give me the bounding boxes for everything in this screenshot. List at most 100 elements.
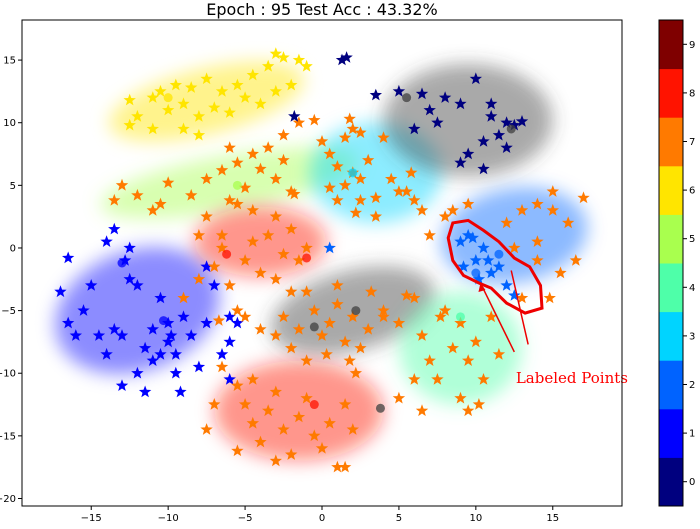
labeled-point-star (508, 289, 521, 301)
labeled-point-star (262, 141, 275, 153)
labeled-point-star (454, 316, 467, 329)
labeled-point-star (320, 347, 333, 360)
labeled-point-star (62, 316, 75, 329)
labeled-point-star (308, 304, 321, 316)
labeled-point-star (292, 322, 306, 335)
labeled-point-star (185, 188, 198, 201)
labeled-point-star (577, 191, 590, 204)
labeled-point-star (338, 398, 352, 410)
labeled-point-star (462, 228, 475, 241)
y-tick-label: 0 (10, 243, 16, 254)
labeled-point-star (346, 423, 359, 435)
labeled-point-star (138, 341, 152, 354)
colorbar-segment (659, 68, 683, 118)
labeled-point-star (254, 435, 267, 448)
labeled-point-star (223, 106, 236, 118)
labeled-point-star (54, 285, 67, 298)
chart-title: Epoch : 95 Test Acc : 43.32% (206, 0, 437, 19)
colorbar-frame (658, 19, 684, 507)
labeled-point-star (277, 128, 290, 141)
labeled-point-star (331, 460, 344, 473)
labeled-point-star (146, 354, 159, 366)
labeled-point-star (215, 360, 229, 373)
x-tick-label: 10 (469, 513, 482, 524)
labeled-point-star (446, 203, 459, 216)
labeled-point-star (346, 310, 359, 323)
labeled-point-star (262, 59, 275, 72)
cluster-center-dot (159, 316, 169, 326)
labeled-point-star (177, 291, 190, 304)
y-tick-label: 10 (3, 118, 16, 129)
y-tick-label: −10 (0, 369, 16, 380)
labeled-point-star (288, 109, 301, 122)
labeled-point-star (165, 329, 178, 341)
colorbar-tick-label: 7 (689, 137, 695, 148)
labeled-point-star (323, 147, 336, 160)
labeled-point-star (408, 373, 421, 385)
colorbar-tick-label: 1 (689, 429, 695, 440)
labeled-point-star (269, 47, 282, 60)
labeled-point-star (446, 341, 459, 354)
labeled-point-star (392, 185, 406, 197)
labeled-point-star (223, 141, 236, 153)
labeled-point-star (185, 329, 198, 341)
colorbar-segment (659, 408, 683, 458)
labeled-point-star (515, 203, 529, 216)
labeled-point-star (212, 314, 226, 326)
labeled-point-star (369, 88, 382, 101)
labeled-point-star (462, 404, 475, 417)
labeled-point-star (362, 322, 375, 335)
labeled-point-star (269, 172, 282, 185)
cluster-center-dot (471, 268, 481, 278)
labeled-point-star (238, 181, 252, 194)
cluster-center-dot (455, 312, 465, 322)
labeled-point-star (223, 373, 236, 385)
labeled-point-star (285, 185, 298, 197)
colorbar-tick-label: 2 (689, 380, 695, 391)
labeled-point-star (469, 72, 482, 85)
labeled-point-star (146, 122, 159, 135)
labeled-point-star (169, 78, 182, 91)
labeled-point-star (162, 103, 175, 116)
labeled-point-star (500, 141, 513, 153)
x-tick-label: −10 (158, 513, 179, 524)
labeled-point-star (146, 91, 159, 103)
y-tick-label: 15 (3, 56, 16, 67)
labeled-point-star (269, 454, 282, 467)
labeled-point-star (200, 210, 213, 222)
labeled-point-star (546, 185, 559, 197)
labeled-point-star (485, 266, 498, 279)
labeled-point-star (500, 216, 513, 229)
labeled-point-star (292, 53, 306, 66)
labeled-point-star (285, 341, 298, 354)
labeled-point-star (485, 97, 498, 110)
labeled-point-star (200, 316, 213, 329)
labeled-point-star (146, 203, 159, 216)
labeled-point-star (192, 128, 206, 141)
labeled-point-star (531, 197, 544, 210)
cluster-cloud (55, 247, 220, 375)
colorbar-segment (659, 360, 683, 410)
labeled-point-star (335, 53, 349, 66)
labeled-point-star (400, 185, 413, 197)
labeled-point-star (508, 118, 521, 131)
labeled-point-star (77, 304, 90, 316)
labeled-point-star (546, 203, 559, 216)
labeled-point-star (362, 153, 375, 166)
labeled-point-star (131, 366, 144, 379)
labeled-point-star (254, 322, 267, 335)
labeled-point-star (288, 187, 301, 200)
labeled-point-star (162, 335, 175, 348)
labeled-point-star (277, 423, 290, 435)
annotation-arrow-line (510, 270, 529, 345)
labeled-point-star (115, 379, 129, 391)
labeled-point-star (431, 116, 444, 128)
labeled-point-star (292, 410, 306, 423)
labeled-point-star (308, 113, 321, 126)
labeled-point-star (531, 254, 544, 266)
labeled-point-star (415, 329, 429, 341)
cluster-cloud (100, 147, 359, 219)
labeled-point-star (423, 354, 436, 366)
labeled-point-star (285, 448, 298, 460)
labeled-point-star (285, 222, 298, 235)
